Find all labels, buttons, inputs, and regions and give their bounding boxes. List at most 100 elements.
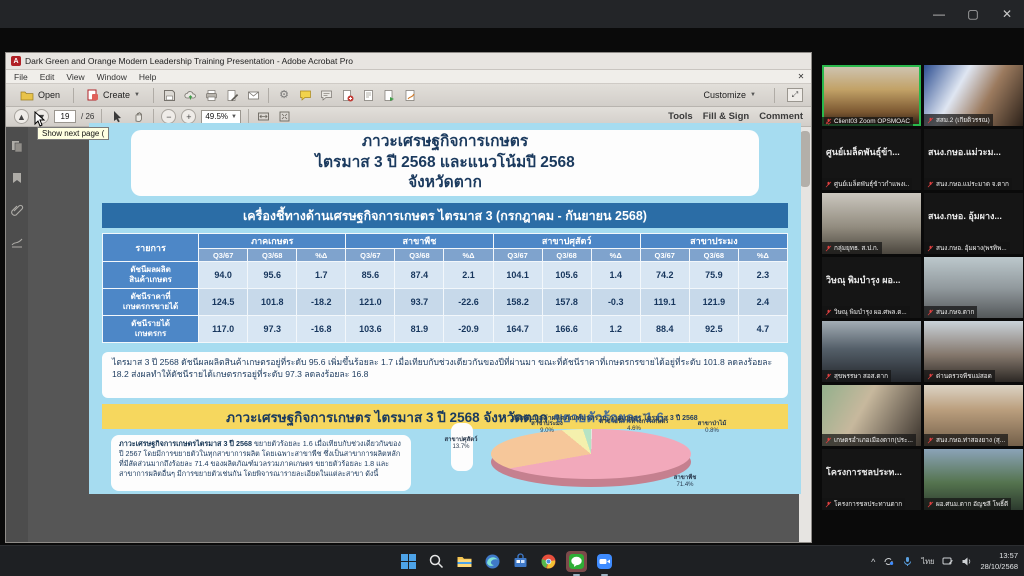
convert-page-icon[interactable] [381, 87, 397, 103]
vertical-scrollbar[interactable] [799, 127, 811, 542]
menu-bar: File Edit View Window Help [6, 70, 811, 84]
navigation-pane [6, 127, 28, 542]
muted-mic-icon [825, 501, 832, 507]
review-bubble-icon[interactable] [318, 87, 334, 103]
scrollbar-thumb[interactable] [800, 131, 810, 187]
group-crops: สาขาพืช [345, 233, 494, 249]
search-icon[interactable] [426, 551, 447, 572]
participant-tile[interactable]: ผอ.ศนม.ตาก อัญชลี โพธิ์ดี [924, 449, 1023, 510]
start-icon[interactable] [398, 551, 419, 572]
print-icon[interactable] [203, 87, 219, 103]
gpp-pie-chart-area: สัดส่วนมูลค่าผลิตภัณฑ์มวลรวม ภาคเกษตร ไต… [419, 413, 791, 493]
select-arrow-icon[interactable] [109, 109, 125, 125]
participant-tile[interactable]: สสม.2 (เกียติวรรณ) [924, 65, 1023, 126]
slide-title-line3: จังหวัดตาก [408, 174, 482, 192]
open-folder-icon [20, 91, 34, 100]
line-icon[interactable] [566, 551, 587, 576]
menu-view[interactable]: View [66, 71, 85, 82]
zoom-level-select[interactable]: 49.5% ▼ [201, 109, 241, 124]
screen-pen-icon[interactable] [942, 556, 954, 567]
slide-title-line1: ภาวะเศรษฐกิจการเกษตร [361, 133, 529, 151]
indicator-banner: เครื่องชี้ทางด้านเศรษฐกิจการเกษตร ไตรมาส… [102, 203, 788, 228]
speaker-icon[interactable] [961, 556, 972, 567]
participant-tile[interactable]: ศูนย์เมล็ดพันธุ์ข้า... ศูนย์เมล็ดพันธุ์ข… [822, 129, 921, 190]
summary-text: ไตรมาส 3 ปี 2568 ดัชนีผลผลิตสินค้าเกษตรอ… [112, 357, 773, 380]
previous-page-icon[interactable]: ▲ [14, 109, 29, 124]
customize-button[interactable]: Customize ▼ [703, 90, 756, 100]
hand-tool-icon[interactable] [130, 109, 146, 125]
fit-width-icon[interactable] [256, 109, 272, 125]
participant-tile[interactable]: สนง.กษอ. อุ้มผาง... สนง.กษอ. อุ้มผาง(พรท… [924, 193, 1023, 254]
muted-mic-icon [927, 373, 934, 379]
gear-icon[interactable]: ⚙ [279, 88, 289, 101]
table-row: ดัชนีราคาที่ เกษตรกรขายได้ 124.5 101.8 -… [101, 288, 789, 316]
pie-label-services: สาขาบริการทางการเกษตร 4.6% [599, 419, 669, 433]
chrome-icon[interactable] [538, 551, 559, 572]
subcol: %Δ [443, 248, 494, 262]
muted-mic-icon [825, 373, 832, 379]
sign-page-icon[interactable] [402, 87, 418, 103]
zoom-participants-sidebar: Client03 Zoom OPSMOAC สสม.2 (เกียติวรรณ)… [822, 65, 1023, 510]
subcol: %Δ [296, 248, 347, 262]
participant-tile[interactable]: สุขพรรษา สอส.ตาก [822, 321, 921, 382]
language-indicator[interactable]: ไทย [921, 556, 935, 566]
comment-bubble-icon[interactable] [297, 87, 313, 103]
participant-tile[interactable]: วิษณุ พิมบำรุง ผอ... วิษณุ พิมบำรุง ผอ.ศ… [822, 257, 921, 318]
zoom-out-icon[interactable]: − [161, 109, 177, 124]
muted-mic-icon [825, 309, 832, 315]
indicator-table: รายการ ภาคเกษตร สาขาพืช สาขาปศุสัตว์ สาข… [101, 233, 789, 343]
minimize-icon[interactable]: — [933, 7, 945, 21]
muted-mic-icon [927, 309, 934, 315]
export-pdf-icon[interactable] [339, 87, 355, 103]
store-icon[interactable] [510, 551, 531, 572]
participant-tile[interactable]: สนง.กษจ.ตาก [924, 257, 1023, 318]
cloud-upload-icon[interactable] [182, 87, 198, 103]
email-icon[interactable] [245, 87, 261, 103]
open-button[interactable]: Open [14, 87, 66, 104]
close-document-icon[interactable]: ✕ [797, 71, 805, 81]
scan-page-icon[interactable] [360, 87, 376, 103]
acrobat-window: A Dark Green and Orange Modern Leadershi… [5, 52, 812, 543]
group-agriculture: ภาคเกษตร [198, 233, 347, 249]
file-explorer-icon[interactable] [454, 551, 475, 572]
maximize-icon[interactable]: ▢ [967, 7, 979, 21]
participant-tile[interactable]: สนง.กษอ.ท่าสองยาง (สุ... [924, 385, 1023, 446]
hidden-icons-chevron[interactable]: ^ [871, 556, 876, 567]
zoom-in-icon[interactable]: + [181, 109, 197, 124]
bookmarks-icon[interactable] [10, 171, 24, 185]
tab-comment[interactable]: Comment [759, 111, 803, 122]
page-number-input[interactable]: 19 [54, 110, 76, 123]
signatures-icon[interactable] [10, 235, 24, 249]
menu-edit[interactable]: Edit [39, 71, 55, 82]
tab-tools[interactable]: Tools [668, 111, 693, 122]
close-icon[interactable]: ✕ [1001, 7, 1013, 21]
edit-page-icon[interactable] [224, 87, 240, 103]
edge-icon[interactable] [482, 551, 503, 572]
detach-toolbar-icon[interactable]: ⤢ [787, 88, 803, 102]
participant-tile[interactable]: สนง.กษอ.แม่วะม... สนง.กษอ.แม่ระมาด จ.ตาก [924, 129, 1023, 190]
pdf-slide: ภาวะเศรษฐกิจการเกษตร ไตรมาส 3 ปี 2568 แล… [89, 123, 801, 494]
create-button[interactable]: Create ▼ [81, 86, 146, 104]
participant-tile[interactable]: กลุ่มยุทธ. ส.ป.ก. [822, 193, 921, 254]
subcol: Q3/67 [492, 248, 543, 262]
save-icon[interactable] [161, 87, 177, 103]
page-thumbnails-icon[interactable] [10, 139, 24, 153]
menu-file[interactable]: File [14, 71, 28, 82]
menu-help[interactable]: Help [138, 71, 157, 82]
pie-chart-title: สัดส่วนมูลค่าผลิตภัณฑ์มวลรวม ภาคเกษตร ไต… [512, 415, 698, 422]
participant-tile[interactable]: เกษตรอำเภอเมืองตาก(ประ... [822, 385, 921, 446]
attachments-icon[interactable] [10, 203, 24, 217]
mouse-cursor [34, 111, 46, 127]
participant-tile[interactable]: โครงการชลประท... โครงการชลประทานตาก [822, 449, 921, 510]
group-livestock: สาขาปศุสัตว์ [492, 233, 641, 249]
zoom-app-icon[interactable] [594, 551, 615, 576]
muted-mic-icon [825, 437, 832, 443]
microphone-icon[interactable] [902, 556, 913, 567]
participant-tile[interactable]: ด่านตรวจพืชแม่สอด [924, 321, 1023, 382]
taskbar-clock[interactable]: 13:57 28/10/2568 [980, 551, 1018, 571]
menu-window[interactable]: Window [96, 71, 127, 82]
sync-icon[interactable] [883, 556, 894, 567]
tab-fill-sign[interactable]: Fill & Sign [702, 111, 750, 122]
fit-page-icon[interactable] [277, 109, 293, 125]
participant-tile[interactable]: Client03 Zoom OPSMOAC [822, 65, 921, 126]
